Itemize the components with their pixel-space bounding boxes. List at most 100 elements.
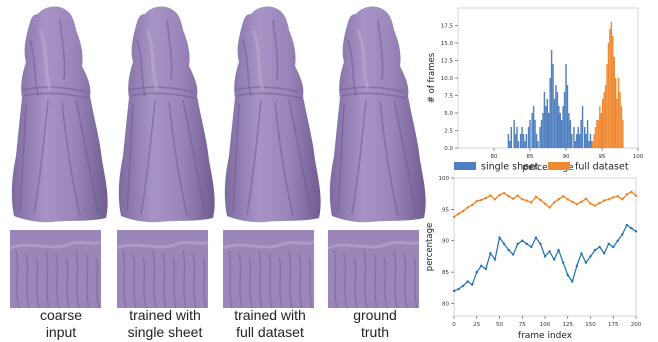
y-tick-label: 15.0 [441,41,454,47]
legend-label: full dataset [575,162,629,173]
cloth-fold [272,19,279,81]
series-point [471,203,474,207]
series-point [552,201,556,204]
caption-line: coarse [39,307,83,323]
histogram-bar [531,113,533,148]
crop-fold [413,257,418,309]
crop-fold [25,253,30,309]
histogram-bar [548,113,550,148]
y-tick-label: 2.5 [444,129,453,135]
cloth-fold [339,86,405,93]
crop-fold [142,257,147,309]
histogram-bar [581,106,584,148]
series-point [521,198,524,201]
caption-ground-truth: ground truth [325,307,425,341]
crop-fold [85,253,90,309]
histogram-bar [562,106,564,148]
histogram-bar [597,120,600,148]
series-point [511,197,515,200]
crop-fold [228,249,233,309]
cloth-fold [351,99,367,215]
zoom-crop [327,230,420,309]
histogram-bar [513,120,515,148]
histogram-bar [573,127,575,148]
series-point [466,206,469,209]
x-tick-label: 50 [496,322,503,328]
zoom-crop [116,230,209,309]
histogram-bar [566,85,569,148]
histogram-bar [525,134,528,148]
histogram-bar [580,120,582,148]
cloth-fold [232,103,240,213]
y-tick-label: 85 [442,270,449,276]
series-point [452,289,456,293]
cloth-fold [234,86,300,93]
histogram-bar [594,127,597,148]
cloth-fold [166,19,173,81]
zoom-crop [222,230,315,309]
caption-line: truth [360,324,389,340]
cloth-fold [246,99,262,215]
legend-label: single sheet [481,162,539,173]
histogram-bar [602,99,604,148]
series-point [543,255,547,258]
caption-line: ground [353,307,397,323]
cloth-fold [136,39,146,97]
crop-seam [327,240,420,250]
series-point [630,190,633,193]
legend-swatch [454,162,476,170]
cloth-fold [242,39,252,97]
crop-fold [65,257,70,309]
series-point [607,242,610,246]
cloth-fold [126,103,134,213]
series-point [616,194,619,198]
crop-fold [122,249,127,309]
histogram-bar [527,127,530,148]
series-point [598,201,601,205]
crop-fold [192,253,197,309]
series-point [571,280,574,283]
dress-body [329,6,426,223]
crop-fold [182,249,187,309]
cloth-fold [29,39,39,97]
series-point [566,274,569,277]
crop-seam [9,240,102,250]
y-tick-label: 10.0 [441,76,454,82]
histogram-bar [550,50,553,148]
series-point [489,252,492,255]
x-tick-label: 80 [491,154,498,160]
histogram-bar [596,120,598,148]
series-point [471,283,474,286]
caption-line: trained with [129,307,201,323]
series-point [621,233,624,236]
histogram-bar [540,120,543,148]
histogram-bar [507,134,510,148]
crop-seam [116,240,209,250]
series-point [557,248,560,252]
x-tick-label: 75 [519,322,526,328]
y-tick-label: 5.0 [444,111,453,117]
y-tick-label: 7.5 [444,94,453,100]
histogram-bar [524,141,526,148]
cloth-highlight [145,29,159,91]
dress-render [224,6,321,223]
crop-fold [258,249,263,309]
crop-fold [383,257,388,309]
histogram-bar [510,127,512,148]
histogram-bar [617,78,620,148]
x-tick-label: 100 [540,322,551,328]
series-point [480,198,483,202]
series-point [539,242,542,246]
crop-fold [393,249,398,309]
histogram-bar [604,85,607,148]
cloth-fold [59,19,66,81]
histogram-bar [578,134,581,148]
x-tick-label: 95 [599,154,606,160]
histogram-bar [584,127,586,148]
zoom-crops [9,230,420,309]
histogram-bar [576,134,578,148]
crop-fold [162,253,167,309]
histogram-bar [593,134,595,148]
series-point [457,212,460,215]
series-point [466,280,469,283]
